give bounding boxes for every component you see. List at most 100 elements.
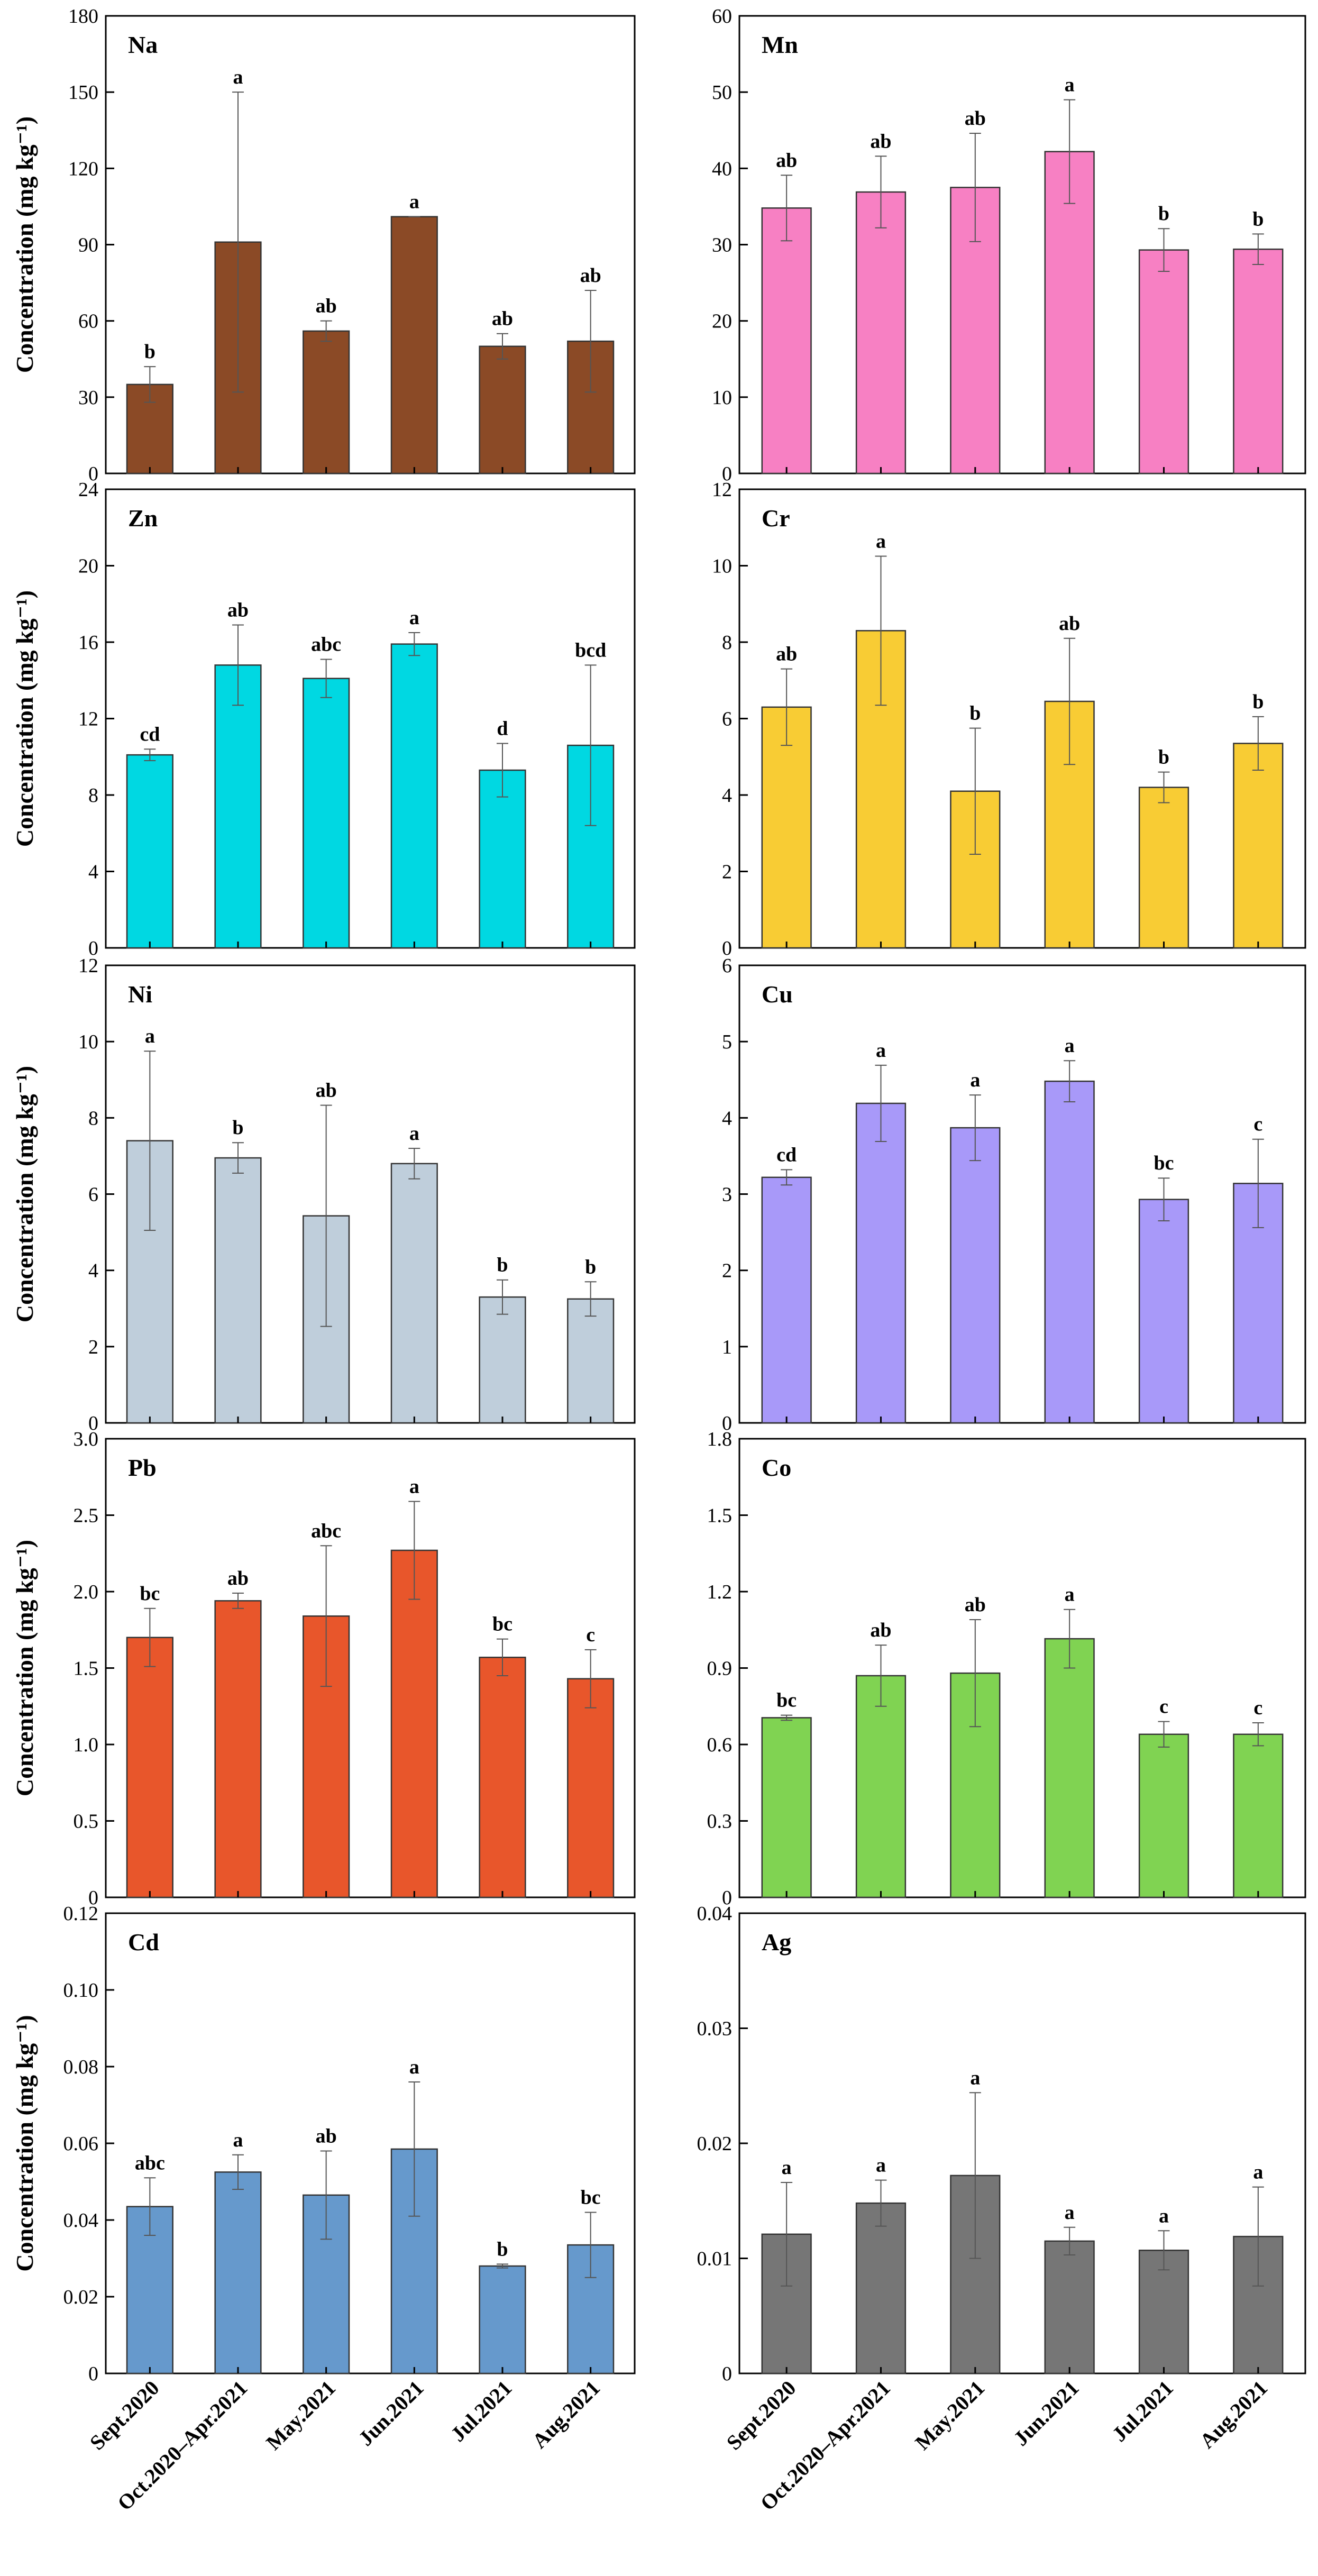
y-tick-label: 16: [78, 632, 98, 654]
y-tick-label: 150: [68, 81, 98, 104]
bar-ni-4: [390, 1163, 438, 1424]
significance-letter: ab: [776, 643, 797, 665]
panel-title-cd: Cd: [128, 1929, 159, 1956]
x-category-label: Jul.2021: [1108, 2376, 1178, 2446]
y-tick-label: 24: [78, 479, 98, 501]
y-tick-label: 0.04: [697, 1903, 733, 1925]
significance-letter: a: [1065, 2202, 1075, 2224]
significance-letter: ab: [227, 599, 249, 621]
y-tick-label: 12: [712, 479, 732, 501]
y-tick-label: 10: [712, 387, 732, 409]
y-tick-label: 4: [88, 1260, 98, 1282]
y-tick-label: 10: [712, 555, 732, 578]
significance-letter: a: [970, 1069, 980, 1091]
y-tick-label: 0.02: [697, 2133, 733, 2155]
y-tick-label: 0: [722, 463, 732, 485]
y-tick-label: 0: [722, 2363, 732, 2385]
bar-cu-5: [1138, 1199, 1189, 1424]
bar-co-5: [1138, 1733, 1189, 1898]
significance-letter: ab: [492, 308, 513, 330]
bar-pb-6: [567, 1678, 615, 1898]
y-tick-label: 0.3: [707, 1811, 733, 1833]
panel-title-ag: Ag: [762, 1929, 791, 1956]
y-tick-label: 1: [722, 1336, 732, 1358]
y-tick-label: 20: [712, 310, 732, 333]
panel-title-na: Na: [128, 31, 158, 58]
panel-title-co: Co: [762, 1454, 791, 1481]
significance-letter: a: [409, 1122, 419, 1145]
y-tick-label: 10: [78, 1031, 98, 1053]
significance-letter: ab: [870, 130, 891, 152]
plot-frame: [738, 1438, 1306, 1898]
y-axis-title: Concentration (mg kg⁻¹): [11, 590, 38, 847]
y-tick-label: 12: [78, 955, 98, 977]
y-tick-label: 2.5: [74, 1505, 99, 1527]
significance-letter: bc: [776, 1689, 797, 1712]
y-tick-label: 20: [78, 555, 98, 578]
bar-pb-4: [390, 1549, 438, 1898]
significance-letter: b: [1158, 746, 1169, 769]
significance-letter: bc: [1154, 1152, 1174, 1174]
y-tick-label: 120: [68, 158, 98, 180]
y-axis-title: Concentration (mg kg⁻¹): [11, 2015, 38, 2271]
plot-frame: [738, 488, 1306, 949]
significance-letter: a: [1159, 2205, 1169, 2227]
y-tick-label: 0.5: [74, 1811, 99, 1833]
y-tick-label: 4: [88, 861, 98, 883]
bar-zn-4: [390, 643, 438, 949]
significance-letter: ab: [316, 2125, 337, 2148]
significance-letter: abc: [311, 634, 341, 656]
plot-frame: [105, 1438, 636, 1898]
y-tick-label: 40: [712, 158, 732, 180]
significance-letter: abc: [135, 2152, 165, 2174]
significance-letter: b: [144, 341, 155, 363]
significance-letter: ab: [965, 1594, 986, 1616]
panel-title-ni: Ni: [128, 981, 152, 1008]
significance-letter: bc: [140, 1583, 160, 1605]
bar-na-4: [390, 216, 438, 474]
panel-cd: Cd 0 0.02 0.04 0.06 0.08 0.10 0.12 Concentration…: [11, 1903, 636, 2515]
significance-letter: a: [876, 2154, 886, 2177]
bar-cu-3: [950, 1127, 1001, 1424]
significance-letter: a: [409, 607, 419, 629]
significance-letter: b: [1252, 691, 1264, 713]
y-tick-label: 0.9: [707, 1658, 733, 1680]
bar-zn-5: [479, 769, 526, 949]
y-tick-label: 0: [722, 937, 732, 960]
significance-letter: cd: [776, 1144, 797, 1166]
y-tick-label: 4: [722, 784, 732, 807]
y-tick-label: 0.04: [63, 2209, 99, 2232]
significance-letter: bc: [581, 2187, 601, 2209]
significance-letter: a: [1065, 74, 1075, 96]
significance-letter: ab: [316, 1080, 337, 1102]
bar-ni-6: [567, 1298, 615, 1424]
x-category-label: Aug.2021: [527, 2376, 605, 2453]
bar-cr-1: [761, 706, 812, 949]
significance-letter: c: [1253, 1113, 1262, 1136]
x-category-label: Jun.2021: [354, 2376, 428, 2451]
y-axis-title: Concentration (mg kg⁻¹): [11, 116, 38, 373]
y-axis-title: Concentration (mg kg⁻¹): [11, 1066, 38, 1322]
significance-letter: a: [1065, 1584, 1075, 1606]
bar-cu-2: [855, 1102, 907, 1424]
significance-letter: d: [497, 717, 508, 739]
significance-letter: a: [409, 2056, 419, 2078]
y-tick-label: 90: [78, 234, 98, 257]
significance-letter: ab: [227, 1567, 249, 1590]
y-tick-label: 12: [78, 708, 98, 730]
y-tick-label: 30: [712, 234, 732, 257]
significance-letter: abc: [311, 1520, 341, 1542]
panel-title-mn: Mn: [762, 31, 798, 58]
significance-letter: a: [970, 2067, 980, 2089]
significance-letter: a: [876, 530, 886, 552]
y-axis-title: Concentration (mg kg⁻¹): [11, 1540, 38, 1796]
y-tick-label: 0.01: [697, 2248, 733, 2270]
y-tick-label: 1.5: [707, 1505, 733, 1527]
y-tick-label: 0: [88, 2363, 98, 2385]
significance-letter: a: [409, 1475, 419, 1497]
panel-title-cu: Cu: [762, 981, 793, 1008]
y-tick-label: 6: [722, 708, 732, 730]
bar-mn-2: [855, 191, 907, 474]
